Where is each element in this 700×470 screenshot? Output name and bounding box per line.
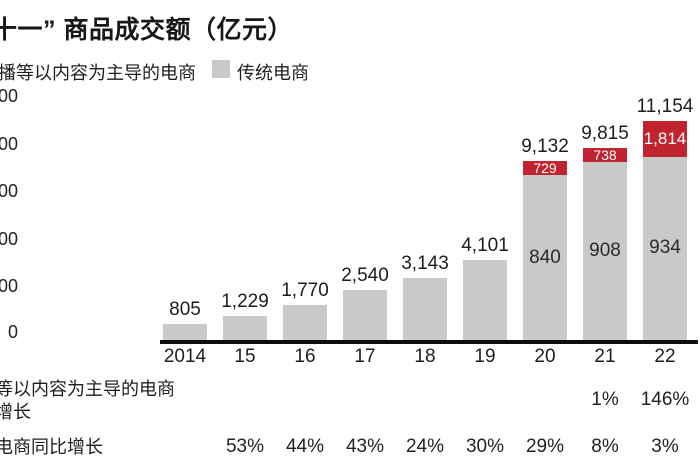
growth-row-traditional-label: 电商同比增长	[0, 437, 103, 457]
bar-total-label: 4,101	[461, 234, 509, 256]
bar-total-label: 1,229	[221, 290, 269, 312]
bar-column-19	[463, 259, 507, 340]
bar-segment-content-21: 738	[583, 146, 627, 163]
bar-segment-content-label: 729	[533, 160, 557, 176]
y-axis-tick-label: 00	[0, 229, 18, 249]
bar-column-17	[343, 290, 387, 340]
chart-title: 十一” 商品成交额（亿元）	[0, 16, 293, 44]
growth-traditional-value-21: 8%	[591, 436, 619, 457]
growth-content-value-21: 1%	[591, 389, 619, 410]
bar-column-20: 729	[523, 161, 567, 340]
x-axis-line	[160, 340, 698, 344]
growth-row-content-label-line2: 增长	[0, 402, 31, 422]
y-axis-tick-label: 00	[0, 276, 18, 296]
bar-total-label: 11,154	[636, 96, 694, 118]
y-axis-tick-label: 00	[0, 134, 18, 154]
bar-segment-content-22: 1,814	[643, 121, 687, 157]
bar-column-18	[403, 278, 447, 340]
x-axis-label-18: 18	[414, 346, 436, 367]
y-axis-tick-label: 00	[0, 181, 18, 201]
y-axis-tick-label: 00	[0, 86, 18, 106]
bar-segment-content-label: 738	[593, 146, 617, 163]
bar-total-label: 2,540	[341, 265, 389, 287]
x-axis-label-16: 16	[294, 346, 316, 367]
bar-segment-traditional-label: 934	[649, 237, 681, 259]
bar-segment-content-20: 729	[523, 161, 567, 175]
growth-traditional-value-18: 24%	[405, 436, 445, 457]
legend-label-traditional: 传统电商	[237, 63, 309, 83]
bar-total-label: 805	[169, 299, 201, 321]
y-axis-tick-label: 0	[7, 322, 18, 342]
bar-total-label: 3,143	[401, 253, 449, 275]
legend-swatch-traditional-icon	[212, 60, 230, 78]
growth-traditional-value-20: 29%	[525, 436, 565, 457]
growth-traditional-value-15: 53%	[225, 436, 265, 457]
x-axis-label-17: 17	[354, 346, 376, 367]
bar-column-16	[283, 305, 327, 340]
bar-column-2014	[163, 324, 207, 340]
bar-segment-traditional-label: 908	[589, 240, 621, 262]
bar-segment-traditional-label: 840	[529, 246, 561, 268]
growth-row-content-label-line1: 等以内容为主导的电商	[0, 379, 175, 399]
x-axis-label-21: 21	[594, 346, 616, 367]
x-axis-label-2014: 2014	[163, 346, 207, 367]
legend-label-content-ecommerce: 播等以内容为主导的电商	[0, 63, 196, 83]
x-axis-label-15: 15	[234, 346, 256, 367]
x-axis-label-19: 19	[474, 346, 496, 367]
growth-traditional-value-19: 30%	[465, 436, 505, 457]
bar-column-15	[223, 315, 267, 340]
x-axis-label-22: 22	[654, 346, 676, 367]
bar-total-label: 9,815	[581, 122, 629, 144]
x-axis-label-20: 20	[534, 346, 556, 367]
growth-traditional-value-16: 44%	[285, 436, 325, 457]
growth-traditional-value-17: 43%	[345, 436, 385, 457]
growth-traditional-value-22: 3%	[651, 436, 679, 457]
bar-column-22: 1,814	[643, 121, 687, 340]
bar-segment-content-label: 1,814	[643, 129, 687, 149]
bar-total-label: 9,132	[521, 136, 569, 157]
bar-column-21: 738	[583, 146, 627, 340]
growth-content-value-22: 146%	[640, 389, 690, 410]
bar-total-label: 1,770	[281, 280, 329, 302]
